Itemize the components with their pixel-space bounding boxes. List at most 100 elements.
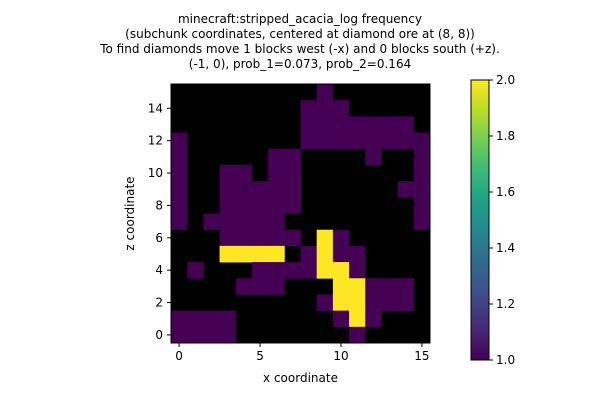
heatmap-cell	[349, 132, 366, 150]
heatmap-cell	[332, 310, 350, 328]
heatmap-cell	[397, 181, 415, 198]
heatmap-cell	[235, 181, 253, 198]
heatmap-cell	[332, 278, 350, 295]
heatmap-cell	[381, 294, 399, 312]
heatmap-cell	[397, 294, 415, 312]
heatmap-cell	[251, 262, 269, 279]
heatmap-cells	[171, 84, 431, 344]
heatmap-cell	[251, 245, 269, 263]
heatmap-cell	[284, 164, 301, 182]
heatmap-cell	[365, 132, 382, 150]
heatmap-cell	[219, 229, 237, 247]
heatmap-cell	[187, 262, 204, 279]
heatmap-cell	[219, 213, 237, 231]
heatmap-cell	[187, 310, 204, 328]
heatmap-cell	[235, 164, 253, 182]
heatmap-cell	[332, 262, 350, 279]
heatmap-cell	[203, 326, 220, 344]
heatmap-cell	[171, 132, 188, 150]
heatmap-cell	[235, 213, 253, 231]
chart-title-line-2: (subchunk coordinates, centered at diamo…	[125, 27, 475, 41]
y-tick-label: 4	[155, 263, 163, 277]
chart-title-line-4: (-1, 0), prob_1=0.073, prob_2=0.164	[188, 57, 412, 71]
heatmap-cell	[349, 116, 366, 133]
heatmap-cell	[268, 148, 285, 166]
heatmap-cell	[219, 181, 237, 198]
heatmap-cell	[251, 181, 269, 198]
heatmap-cell	[300, 262, 318, 279]
heatmap-cell	[316, 294, 334, 312]
heatmap-cell	[413, 148, 431, 166]
heatmap-cell	[219, 164, 237, 182]
heatmap-cell	[251, 197, 269, 214]
heatmap-cell	[268, 278, 285, 295]
heatmap-cell	[397, 132, 415, 150]
heatmap-cell	[413, 132, 431, 150]
heatmap-cell	[413, 164, 431, 182]
y-tick-label: 14	[148, 101, 163, 115]
colorbar-tick-label: 1.4	[496, 241, 515, 255]
y-tick-label: 10	[148, 166, 163, 180]
heatmap-cell	[268, 181, 285, 198]
heatmap-cell	[268, 197, 285, 214]
heatmap-cell	[171, 148, 188, 166]
x-axis-label: x coordinate	[263, 371, 338, 385]
y-tick-label: 2	[155, 296, 163, 310]
colorbar-tick-label: 1.0	[496, 353, 515, 367]
heatmap-cell	[365, 294, 382, 312]
y-tick-label: 8	[155, 198, 163, 212]
heatmap-cell	[332, 294, 350, 312]
heatmap-cell	[268, 245, 285, 263]
heatmap-cell	[235, 278, 253, 295]
heatmap-cell	[332, 116, 350, 133]
heatmap-cell	[300, 132, 318, 150]
heatmap-cell	[235, 197, 253, 214]
heatmap-cell	[203, 310, 220, 328]
y-tick-label: 6	[155, 231, 163, 245]
heatmap-cell	[381, 278, 399, 295]
heatmap-cell	[365, 310, 382, 328]
heatmap-cell	[349, 326, 366, 344]
heatmap-cell	[284, 262, 301, 279]
heatmap-cell	[187, 326, 204, 344]
heatmap-cell	[171, 213, 188, 231]
heatmap-cell	[397, 116, 415, 133]
heatmap-cell	[332, 100, 350, 117]
heatmap-cell	[219, 197, 237, 214]
heatmap-cell	[349, 294, 366, 312]
heatmap-cell	[365, 278, 382, 295]
heatmap-cell	[365, 148, 382, 166]
heatmap-cell	[349, 310, 366, 328]
heatmap-cell	[316, 100, 334, 117]
heatmap-cell	[332, 132, 350, 150]
heatmap-cell	[171, 326, 188, 344]
heatmap-cell	[316, 245, 334, 263]
heatmap-cell	[235, 245, 253, 263]
chart-title-line-1: minecraft:stripped_acacia_log frequency	[177, 12, 422, 26]
heatmap-cell	[268, 213, 285, 231]
colorbar-tick-label: 1.2	[496, 297, 515, 311]
heatmap-cell	[316, 84, 334, 101]
plot-frame	[170, 83, 431, 344]
x-axis-ticks: 0 5 10 15	[175, 343, 430, 363]
y-tick-label: 0	[155, 328, 163, 342]
heatmap-cell	[203, 213, 220, 231]
heatmap-cell	[316, 132, 334, 150]
heatmap-cell	[316, 229, 334, 247]
heatmap-cell	[284, 181, 301, 198]
heatmap-cell	[300, 116, 318, 133]
heatmap-cell	[397, 278, 415, 295]
heatmap-cell	[332, 229, 350, 247]
heatmap-cell	[268, 262, 285, 279]
heatmap-cell	[349, 245, 366, 263]
heatmap-cell	[381, 132, 399, 150]
heatmap-cell	[349, 278, 366, 295]
heatmap-cell	[268, 164, 285, 182]
colorbar	[470, 79, 490, 361]
heatmap-cell	[316, 262, 334, 279]
heatmap-cell	[381, 116, 399, 133]
heatmap-cell	[219, 245, 237, 263]
heatmap-cell	[332, 245, 350, 263]
